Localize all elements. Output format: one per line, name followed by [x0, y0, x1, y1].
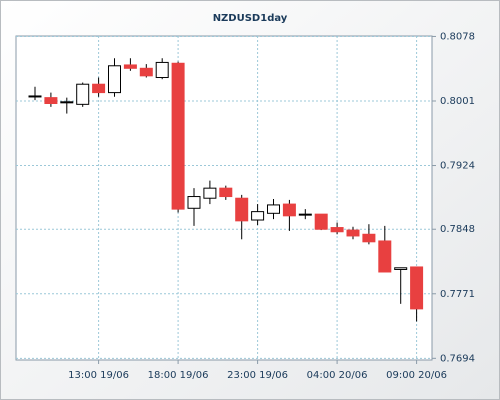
candle-body — [123, 64, 137, 69]
y-tick-label: 0.8078 — [440, 31, 475, 42]
y-tick-label: 0.7771 — [440, 289, 475, 300]
candle-body — [235, 197, 249, 222]
candle-body — [171, 62, 185, 210]
candle-body — [187, 196, 201, 209]
candle-body — [362, 233, 376, 243]
candle-body — [155, 61, 169, 79]
candle-body — [378, 240, 392, 273]
y-tick-label: 0.8001 — [440, 96, 475, 107]
x-tick-label: 18:00 19/06 — [148, 370, 209, 381]
y-tick-label: 0.7924 — [440, 161, 475, 172]
candle-body — [60, 101, 74, 104]
candle-body — [282, 203, 296, 217]
y-tick-label: 0.7848 — [440, 224, 475, 235]
candle-body — [219, 187, 233, 198]
x-tick-label: 23:00 19/06 — [227, 370, 288, 381]
candle-body — [28, 95, 42, 98]
candle-body — [298, 213, 312, 216]
chart-title: NZDUSD1day — [213, 13, 288, 24]
candle-body — [92, 83, 106, 94]
x-tick-label: 09:00 20/06 — [386, 370, 447, 381]
candle-body — [267, 204, 280, 214]
candle-body — [330, 227, 344, 233]
candle-body — [251, 211, 265, 221]
candle-body — [346, 229, 360, 237]
y-tick-label: 0.7694 — [440, 353, 475, 364]
candle-body — [410, 266, 424, 310]
x-tick-label: 04:00 20/06 — [307, 370, 368, 381]
x-tick-label: 13:00 19/06 — [68, 370, 129, 381]
candle-body — [394, 267, 408, 270]
candle-body — [44, 97, 58, 105]
candle-body — [108, 65, 121, 94]
candle-body — [139, 67, 153, 77]
candle-body — [203, 187, 217, 199]
candle-body — [76, 83, 90, 105]
candle-body — [314, 213, 328, 230]
